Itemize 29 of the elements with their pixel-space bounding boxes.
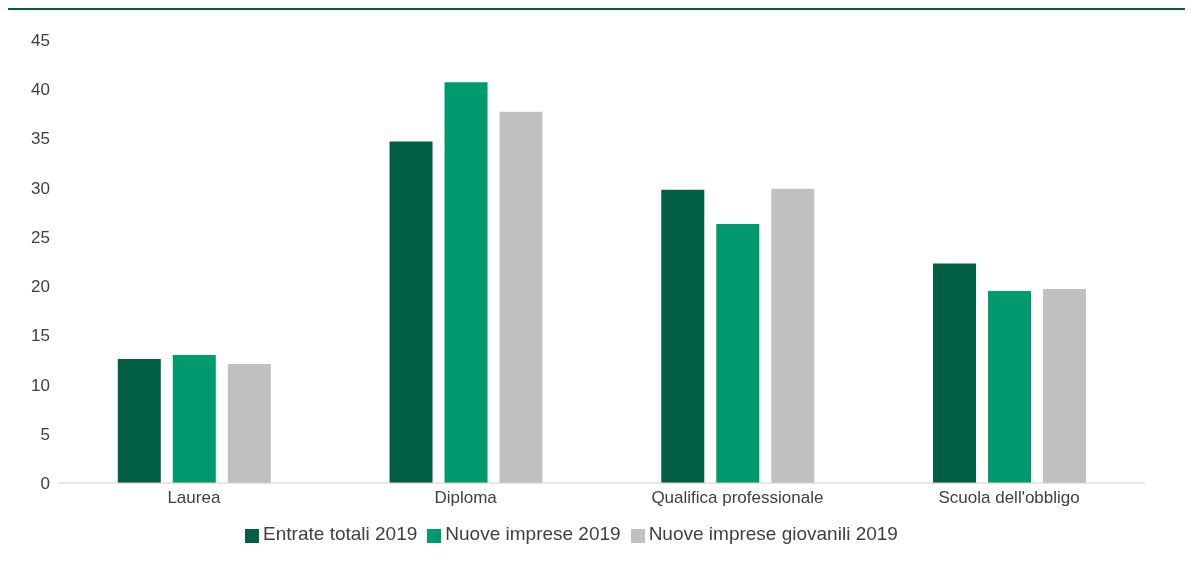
y-tick-label: 15 [31,326,50,346]
bar [227,363,271,483]
y-tick-label: 45 [31,31,50,51]
y-tick-label: 0 [40,474,50,494]
legend-label: Nuove imprese 2019 [445,523,621,544]
x-tick-label: Qualifica professionale [651,488,824,508]
y-tick-label: 10 [31,375,50,395]
x-tick-label: Laurea [167,488,221,508]
bar [172,355,216,483]
y-tick-label: 40 [31,80,50,100]
y-tick-label: 5 [40,424,50,444]
y-tick-label: 35 [31,129,50,149]
x-tick-label: Scuola dell'obbligo [938,488,1080,508]
bar [444,82,488,483]
legend-label: Entrate totali 2019 [263,523,418,544]
y-tick-label: 30 [31,178,50,198]
bar [661,189,705,483]
bar [771,188,815,483]
y-tick-label: 25 [31,227,50,247]
bar [1043,289,1087,483]
bar [499,111,543,483]
bar [988,291,1032,483]
legend-label: Nuove imprese giovanili 2019 [648,523,898,544]
x-tick-label: Diploma [434,488,498,508]
bar [933,263,977,483]
bar [716,224,760,483]
bar [117,358,161,483]
y-tick-label: 20 [31,277,50,297]
bar [389,141,433,483]
